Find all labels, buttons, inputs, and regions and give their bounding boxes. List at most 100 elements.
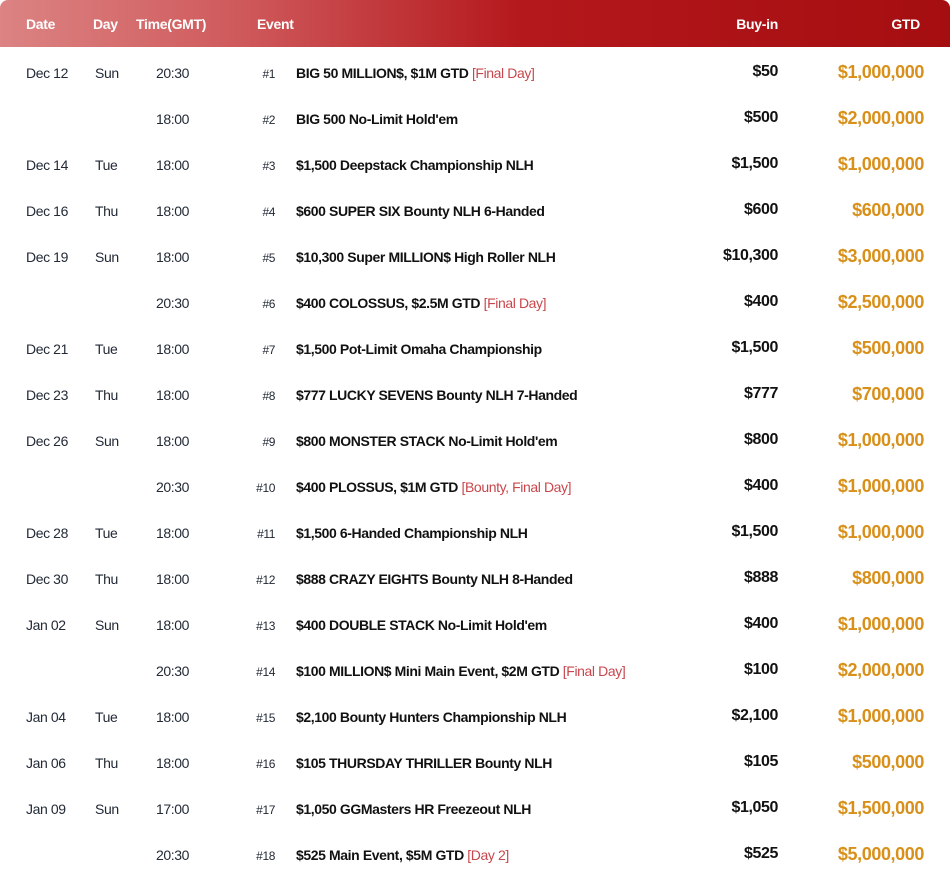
- event-name: $400 PLOSSUS, $1M GTD [Bounty, Final Day…: [296, 479, 572, 495]
- header-time: Time(GMT): [136, 16, 207, 32]
- table-row: 20:30 #14 $100 MILLION$ Mini Main Event,…: [0, 648, 950, 694]
- event-name: $1,500 6-Handed Championship NLH: [296, 525, 528, 541]
- date: Dec 26: [26, 433, 68, 449]
- buyin: $500: [744, 109, 778, 126]
- buyin: $525: [744, 845, 778, 862]
- day: Tue: [95, 157, 118, 173]
- gtd: $2,500,000: [837, 292, 924, 312]
- time: 18:00: [156, 341, 190, 357]
- date: Jan 06: [26, 755, 66, 771]
- buyin: $1,050: [731, 799, 778, 816]
- date: Dec 19: [26, 249, 68, 265]
- gtd: $1,000,000: [837, 522, 924, 542]
- table-row: Dec 21 Tue 18:00 #7 $1,500 Pot-Limit Oma…: [0, 326, 950, 372]
- date: Dec 23: [26, 387, 68, 403]
- event-name: $2,100 Bounty Hunters Championship NLH: [296, 709, 567, 725]
- event-number: #2: [262, 113, 275, 127]
- gtd: $2,000,000: [837, 108, 924, 128]
- event-name: $1,500 Pot-Limit Omaha Championship: [296, 341, 542, 357]
- day: Sun: [95, 65, 119, 81]
- time: 20:30: [156, 479, 190, 495]
- event-name: $400 DOUBLE STACK No-Limit Hold'em: [296, 617, 547, 633]
- time: 18:00: [156, 571, 190, 587]
- event-title: $400 DOUBLE STACK No-Limit Hold'em: [296, 617, 547, 633]
- buyin: $1,500: [731, 523, 778, 540]
- day: Sun: [95, 617, 119, 633]
- time: 18:00: [156, 203, 190, 219]
- event-name: $1,050 GGMasters HR Freezeout NLH: [296, 801, 531, 817]
- gtd: $5,000,000: [837, 844, 924, 864]
- time: 20:30: [156, 663, 190, 679]
- event-number: #7: [262, 343, 275, 357]
- table-row: Dec 28 Tue 18:00 #11 $1,500 6-Handed Cha…: [0, 510, 950, 556]
- event-name: $525 Main Event, $5M GTD [Day 2]: [296, 847, 509, 863]
- event-name: $1,500 Deepstack Championship NLH: [296, 157, 534, 173]
- header-event: Event: [257, 16, 294, 32]
- event-title: $1,050 GGMasters HR Freezeout NLH: [296, 801, 531, 817]
- event-number: #1: [262, 67, 275, 81]
- day: Tue: [95, 525, 118, 541]
- table-row: Dec 23 Thu 18:00 #8 $777 LUCKY SEVENS Bo…: [0, 372, 950, 418]
- gtd: $1,000,000: [837, 154, 924, 174]
- event-title: $1,500 Deepstack Championship NLH: [296, 157, 534, 173]
- event-tag: [Final Day]: [483, 295, 547, 311]
- time: 18:00: [156, 433, 190, 449]
- table-row: Jan 06 Thu 18:00 #16 $105 THURSDAY THRIL…: [0, 740, 950, 786]
- table-row: Dec 19 Sun 18:00 #5 $10,300 Super MILLIO…: [0, 234, 950, 280]
- gtd: $700,000: [852, 384, 924, 404]
- gtd: $3,000,000: [837, 246, 924, 266]
- time: 18:00: [156, 709, 190, 725]
- date: Dec 30: [26, 571, 68, 587]
- day: Tue: [95, 341, 118, 357]
- day: Tue: [95, 709, 118, 725]
- time: 20:30: [156, 295, 190, 311]
- event-title: $105 THURSDAY THRILLER Bounty NLH: [296, 755, 552, 771]
- date: Dec 14: [26, 157, 68, 173]
- event-number: #10: [256, 481, 275, 495]
- day: Sun: [95, 801, 119, 817]
- buyin: $777: [744, 385, 778, 402]
- buyin: $800: [744, 431, 778, 448]
- time: 18:00: [156, 755, 190, 771]
- gtd: $1,000,000: [837, 62, 924, 82]
- day: Thu: [95, 387, 118, 403]
- event-number: #11: [257, 527, 275, 541]
- event-name: $100 MILLION$ Mini Main Event, $2M GTD […: [296, 663, 626, 679]
- buyin: $400: [744, 615, 778, 632]
- gtd: $1,000,000: [837, 706, 924, 726]
- time: 18:00: [156, 249, 190, 265]
- time: 18:00: [156, 617, 190, 633]
- buyin: $400: [744, 293, 778, 310]
- event-name: $600 SUPER SIX Bounty NLH 6-Handed: [296, 203, 545, 219]
- time: 18:00: [156, 111, 190, 127]
- buyin: $100: [744, 661, 778, 678]
- event-title: BIG 50 MILLION$, $1M GTD: [296, 65, 469, 81]
- event-name: $777 LUCKY SEVENS Bounty NLH 7-Handed: [296, 387, 578, 403]
- date: Jan 04: [26, 709, 66, 725]
- event-number: #6: [262, 297, 275, 311]
- day: Sun: [95, 249, 119, 265]
- gtd: $2,000,000: [837, 660, 924, 680]
- event-number: #13: [256, 619, 275, 633]
- date: Dec 16: [26, 203, 68, 219]
- gtd: $1,000,000: [837, 476, 924, 496]
- event-number: #17: [256, 803, 275, 817]
- event-title: $2,100 Bounty Hunters Championship NLH: [296, 709, 567, 725]
- day: Sun: [95, 433, 119, 449]
- gtd: $600,000: [852, 200, 924, 220]
- buyin: $600: [744, 201, 778, 218]
- time: 18:00: [156, 387, 190, 403]
- day: Thu: [95, 203, 118, 219]
- time: 20:30: [156, 65, 190, 81]
- event-number: #15: [256, 711, 275, 725]
- event-title: $10,300 Super MILLION$ High Roller NLH: [296, 249, 556, 265]
- table-row: 20:30 #18 $525 Main Event, $5M GTD [Day …: [0, 832, 950, 878]
- event-number: #16: [256, 757, 275, 771]
- event-tag: [Final Day]: [562, 663, 626, 679]
- event-number: #5: [262, 251, 275, 265]
- event-title: $777 LUCKY SEVENS Bounty NLH 7-Handed: [296, 387, 578, 403]
- table-row: Jan 09 Sun 17:00 #17 $1,050 GGMasters HR…: [0, 786, 950, 832]
- header-date: Date: [26, 16, 56, 32]
- event-number: #12: [256, 573, 275, 587]
- event-title: $800 MONSTER STACK No-Limit Hold'em: [296, 433, 558, 449]
